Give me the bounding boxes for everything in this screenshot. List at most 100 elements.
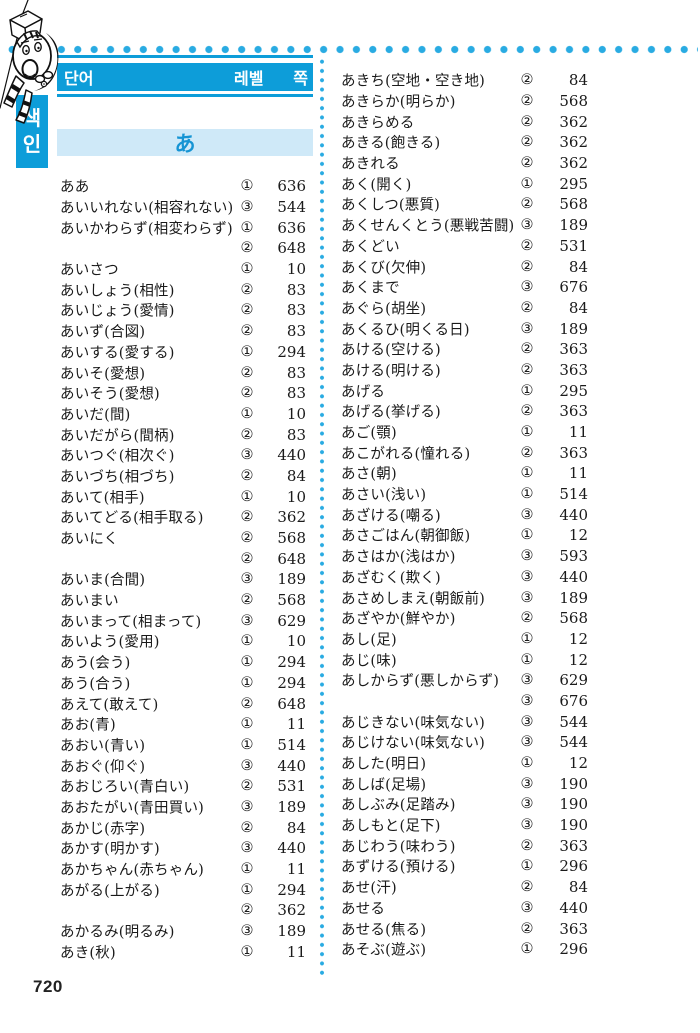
entry-page: 83	[286, 425, 306, 444]
entry-word: あさめしまえ(朝飯前)	[341, 591, 486, 608]
entry-level: ①	[240, 716, 254, 733]
entry-page: 648	[277, 694, 306, 713]
entry-page: 294	[277, 673, 306, 692]
index-entry-row: あいまい ② 568	[60, 590, 306, 611]
entry-word: あいしょう(相性)	[60, 283, 175, 300]
entry-level: ②	[520, 196, 534, 213]
entry-word: あせる(焦る)	[341, 922, 427, 939]
index-entry-row: あいそ(愛想) ② 83	[60, 362, 306, 383]
entry-word: あいいれない(相容れない)	[60, 200, 234, 217]
entry-word: あしぶみ(足踏み)	[341, 797, 456, 814]
index-entry-row: ③ 676	[341, 691, 589, 712]
entry-level: ①	[520, 941, 534, 958]
entry-level: ①	[520, 424, 534, 441]
entry-page: 544	[277, 198, 306, 217]
entry-page: 10	[286, 487, 306, 506]
index-entry-row: あご(顎) ① 11	[341, 422, 588, 443]
entry-word: あいつぐ(相次ぐ)	[60, 448, 175, 465]
index-entry-row: あいそう(愛想) ② 83	[60, 383, 306, 404]
entry-level: ③	[520, 506, 534, 523]
index-entry-row: あずける(預ける) ① 296	[341, 856, 588, 877]
entry-word: あいよう(愛用)	[60, 634, 160, 651]
entry-level: ②	[240, 530, 254, 547]
entry-level: ①	[520, 858, 534, 875]
entry-page: 568	[277, 591, 306, 610]
index-entry-row: あいてどる(相手取る) ② 362	[60, 507, 306, 528]
entry-word: あげる	[341, 384, 386, 401]
index-entry-row: あじわう(味わう) ② 363	[341, 835, 588, 856]
entry-page: 190	[559, 774, 588, 793]
entry-word: あくせんくとう(悪戦苦闘)	[341, 218, 515, 235]
entry-word: あいて(相手)	[60, 490, 145, 507]
entry-word: あしば(足場)	[341, 777, 427, 794]
section-banner: あ	[57, 129, 313, 156]
side-tab-char-2: 인	[22, 133, 42, 156]
entry-level: ③	[240, 923, 254, 940]
entry-level: ③	[520, 589, 534, 606]
entry-level: ③	[520, 320, 534, 337]
entry-level: ①	[240, 736, 254, 753]
entry-level: ②	[240, 426, 254, 443]
entry-level: ①	[520, 630, 534, 647]
entry-word: あざむく(欺く)	[341, 570, 441, 587]
entry-level: ②	[240, 323, 254, 340]
entry-level: ③	[520, 899, 534, 916]
index-entry-row: あしもと(足下) ③ 190	[341, 815, 588, 836]
header-word-label: 단어	[64, 71, 94, 88]
entry-level: ①	[240, 861, 254, 878]
index-column-right: あきち(空地・空き地) ② 84 あきらか(明らか) ② 568 あきらめる ② 362 あきる(…	[341, 70, 588, 960]
entry-word: あさい(浅い)	[341, 487, 427, 504]
index-entry-row: あいだ(間) ① 10	[60, 404, 306, 425]
index-entry-row: あじ(味) ① 12	[341, 649, 588, 670]
entry-word: あきる(飽きる)	[341, 135, 441, 152]
index-entry-row: あした(明日) ① 12	[341, 753, 588, 774]
index-entry-row: あいさつ ① 10	[60, 259, 306, 280]
index-column-left: ああ ① 636 あいいれない(相容れない) ③ 544 あいかわらず(相変わらず) ① 636…	[60, 176, 306, 962]
entry-word: あいにく	[60, 531, 119, 548]
entry-page: 84	[568, 257, 588, 276]
entry-page: 189	[277, 570, 306, 589]
entry-page: 629	[277, 611, 306, 630]
entry-level: ②	[520, 837, 534, 854]
index-entry-row: あさ(朝) ① 11	[341, 463, 588, 484]
entry-word: あき(秋)	[60, 945, 116, 962]
entry-word: あいする(愛する)	[60, 345, 175, 362]
entry-page: 636	[277, 218, 306, 237]
entry-word: あくび(欠伸)	[341, 260, 427, 277]
entry-word: あさ(朝)	[341, 466, 397, 483]
entry-page: 531	[559, 236, 588, 255]
entry-level: ②	[240, 902, 254, 919]
entry-word: あそぶ(遊ぶ)	[341, 942, 427, 959]
entry-level: ③	[520, 775, 534, 792]
index-entry-row: あいかわらず(相変わらず) ① 636	[60, 217, 306, 238]
header-page-label: 쪽	[293, 71, 308, 88]
entry-level: ②	[520, 72, 534, 89]
index-entry-row: あきる(飽きる) ② 362	[341, 132, 588, 153]
entry-word: あした(明日)	[341, 756, 427, 773]
entry-word: あくまで	[341, 280, 400, 297]
entry-page: 544	[559, 733, 588, 752]
index-entry-row: あじけない(味気ない) ③ 544	[341, 732, 588, 753]
entry-word: あかちゃん(赤ちゃん)	[60, 862, 205, 879]
header-level-label: 레벨	[234, 71, 264, 88]
index-entry-row: あきらめる ② 362	[341, 111, 588, 132]
entry-page: 363	[559, 360, 588, 379]
entry-page: 363	[559, 836, 588, 855]
entry-level: ①	[240, 943, 254, 960]
index-entry-row: あげる(挙げる) ② 363	[341, 401, 588, 422]
entry-level: ③	[240, 840, 254, 857]
index-entry-row: あいづち(相づち) ② 84	[60, 466, 306, 487]
index-entry-row: あける(明ける) ② 363	[341, 360, 588, 381]
index-entry-row: あおい(青い) ① 514	[60, 735, 306, 756]
index-entry-row: あいまって(相まって) ③ 629	[60, 610, 306, 631]
index-entry-row: あう(会う) ① 294	[60, 652, 306, 673]
entry-page: 294	[277, 653, 306, 672]
entry-level: ①	[240, 654, 254, 671]
index-entry-row: あくせんくとう(悪戦苦闘) ③ 189	[341, 215, 588, 236]
entry-page: 84	[568, 878, 588, 897]
entry-page: 514	[277, 735, 306, 754]
index-entry-row: あいず(合図) ② 83	[60, 321, 306, 342]
index-entry-row: あおぐ(仰ぐ) ③ 440	[60, 755, 306, 776]
entry-word: あお(青)	[60, 717, 116, 734]
entry-page: 676	[559, 691, 588, 710]
